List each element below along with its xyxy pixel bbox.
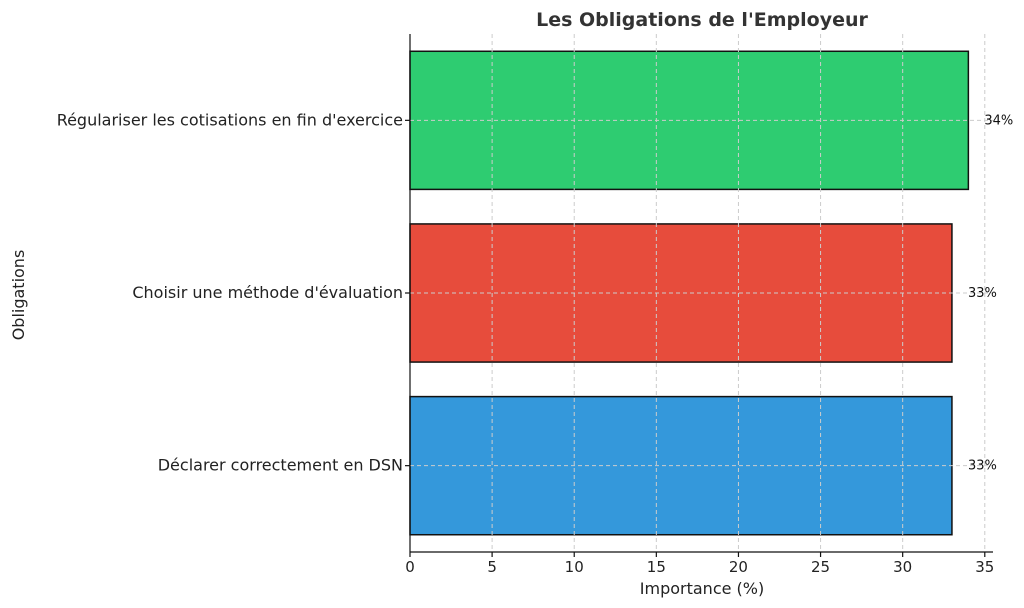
- labels: 0 5 10 15 20 25 30 35 Régulariser les cotisation…: [57, 110, 1014, 576]
- x-tick-label: 25: [811, 558, 830, 576]
- axes: [405, 34, 993, 557]
- grid-lines: [409, 34, 993, 552]
- data-label: 34%: [984, 113, 1013, 128]
- chart-title: Les Obligations de l'Employeur: [536, 9, 868, 31]
- category-label: Choisir une méthode d'évaluation: [132, 283, 403, 302]
- x-tick-label: 10: [565, 558, 584, 576]
- category-label: Régulariser les cotisations en fin d'exe…: [57, 110, 403, 129]
- bar: [409, 395, 953, 536]
- data-label: 33%: [968, 286, 997, 301]
- y-axis-title: Obligations: [9, 250, 28, 341]
- x-tick-label: 35: [975, 558, 994, 576]
- bars: [409, 50, 970, 536]
- category-label: Déclarer correctement en DSN: [158, 456, 403, 475]
- bar: [409, 223, 953, 363]
- bar: [409, 50, 970, 191]
- x-tick-label: 5: [487, 558, 497, 576]
- x-tick-label: 20: [729, 558, 748, 576]
- x-tick-label: 15: [647, 558, 666, 576]
- x-tick-label: 0: [405, 558, 415, 576]
- data-label: 33%: [968, 459, 997, 474]
- x-axis-title: Importance (%): [640, 579, 764, 598]
- x-tick-label: 30: [893, 558, 912, 576]
